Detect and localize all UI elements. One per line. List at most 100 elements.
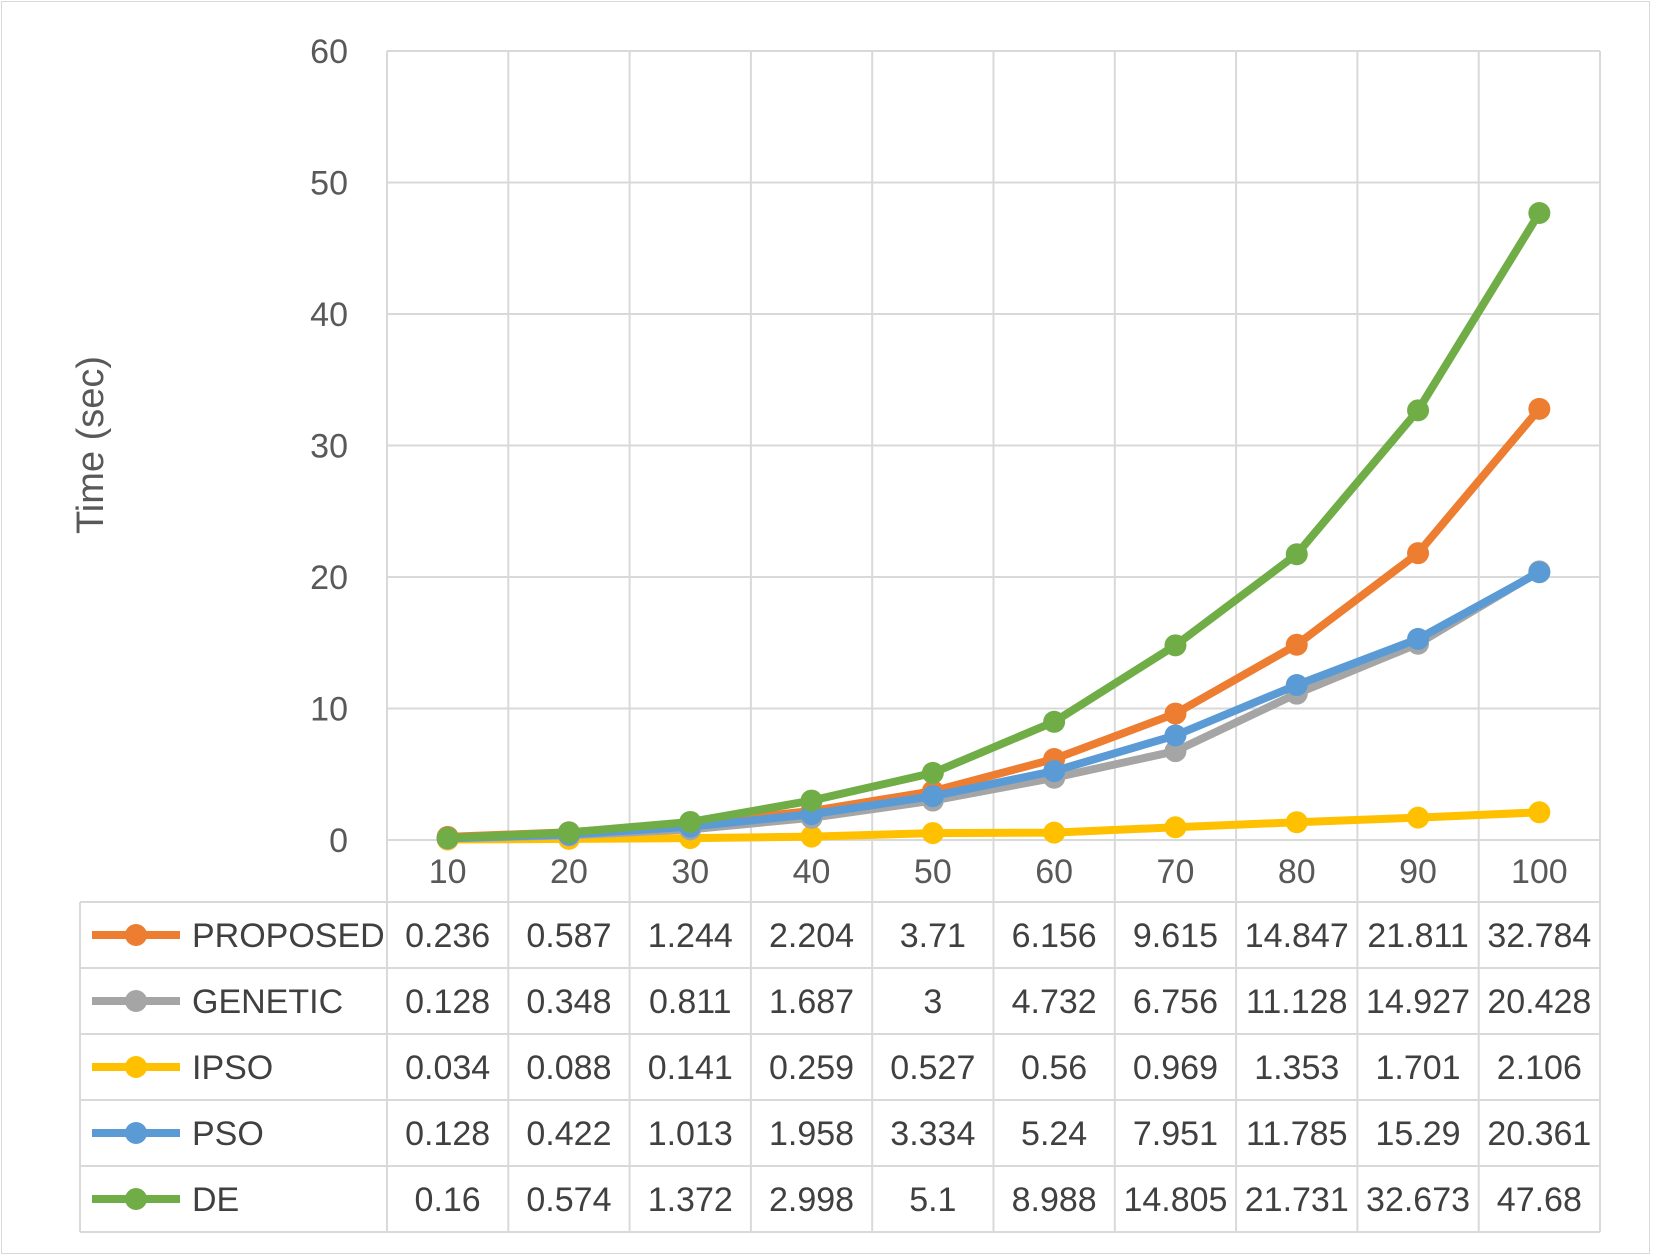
table-row-genetic: GENETIC 0.128 0.348 0.811 1.687 3 4.732 6.756 11… [92, 983, 1591, 1021]
data-table: PROPOSED 0.236 0.587 1.244 2.204 3.71 6.156 9.6… [79, 901, 1600, 1233]
data-point [1528, 202, 1551, 225]
data-label: 6.756 [1133, 983, 1218, 1021]
data-label: 0.034 [405, 1049, 490, 1087]
legend-key-marker [125, 1122, 147, 1144]
x-tick-label: 60 [1035, 853, 1073, 891]
x-tick-label: 70 [1157, 853, 1195, 891]
data-point [1285, 674, 1308, 697]
y-tick-label: 20 [310, 559, 348, 597]
series-de [436, 202, 1551, 849]
data-label: 0.969 [1133, 1049, 1218, 1087]
y-axis-label: Time (sec) [70, 356, 112, 534]
data-label: 1.372 [648, 1181, 733, 1219]
data-point [1043, 760, 1066, 783]
data-label: 7.951 [1133, 1115, 1218, 1153]
legend-series-name: PROPOSED [192, 917, 385, 955]
data-point [1164, 724, 1187, 747]
legend-key-marker [125, 990, 147, 1012]
data-label: 20.361 [1487, 1115, 1591, 1153]
data-point [1164, 816, 1187, 839]
data-label: 0.811 [649, 983, 732, 1021]
data-label: 0.348 [526, 983, 611, 1021]
data-label: 0.141 [648, 1049, 733, 1087]
series-lines [436, 202, 1551, 851]
data-label: 32.784 [1487, 917, 1591, 955]
y-tick-label: 30 [310, 428, 348, 466]
data-point [1528, 801, 1551, 824]
x-tick-label: 40 [793, 853, 831, 891]
series-line [447, 210, 1543, 842]
data-point [1407, 627, 1430, 650]
data-point [557, 821, 580, 844]
x-tick-label: 20 [550, 853, 588, 891]
data-label: 0.128 [405, 1115, 490, 1153]
table-row-pso: PSO 0.128 0.422 1.013 1.958 3.334 5.24 7.951 11.… [92, 1115, 1591, 1153]
data-point [1285, 633, 1308, 656]
data-label: 21.731 [1245, 1181, 1349, 1219]
data-point [1407, 399, 1430, 422]
data-label: 9.615 [1133, 917, 1218, 955]
data-label: 11.128 [1246, 983, 1347, 1021]
data-point [1407, 806, 1430, 829]
data-point [1528, 397, 1551, 420]
x-tick-label: 100 [1511, 853, 1568, 891]
legend-key-marker [125, 1188, 147, 1210]
table-row-ipso: IPSO 0.034 0.088 0.141 0.259 0.527 0.56 0.969 1.… [92, 1049, 1582, 1087]
data-label: 2.106 [1497, 1049, 1582, 1087]
data-label: 0.16 [415, 1181, 481, 1219]
data-point [1043, 821, 1066, 844]
data-label: 0.56 [1021, 1049, 1087, 1087]
data-point [800, 825, 823, 848]
data-label: 5.24 [1021, 1115, 1087, 1153]
y-axis-ticks: 0 10 20 30 40 50 60 [310, 33, 348, 860]
x-tick-label: 10 [429, 853, 467, 891]
data-label: 2.998 [769, 1181, 854, 1219]
y-tick-label: 10 [310, 691, 348, 729]
data-label: 14.805 [1123, 1181, 1227, 1219]
data-point [1043, 710, 1066, 733]
y-tick-label: 40 [310, 296, 348, 334]
data-label: 0.574 [526, 1181, 611, 1219]
legend-key-marker [125, 924, 147, 946]
data-label: 1.958 [769, 1115, 854, 1153]
data-label: 3.71 [900, 917, 966, 955]
data-label: 0.236 [405, 917, 490, 955]
data-label: 3 [923, 983, 942, 1021]
data-point [800, 789, 823, 812]
legend-series-name: PSO [192, 1115, 264, 1153]
legend-series-name: GENETIC [192, 983, 343, 1021]
x-axis-ticks: 10 20 30 40 50 60 70 80 90 100 [429, 853, 1568, 891]
data-label: 0.088 [526, 1049, 611, 1087]
data-label: 0.527 [890, 1049, 975, 1087]
y-tick-label: 0 [329, 822, 348, 860]
data-label: 20.428 [1487, 983, 1591, 1021]
data-label: 6.156 [1012, 917, 1097, 955]
x-tick-label: 90 [1399, 853, 1437, 891]
data-label: 4.732 [1012, 983, 1097, 1021]
data-label: 1.244 [648, 917, 733, 955]
data-label: 3.334 [890, 1115, 975, 1153]
data-point [1164, 634, 1187, 657]
data-label: 8.988 [1012, 1181, 1097, 1219]
series-line [447, 808, 1540, 844]
x-tick-label: 30 [671, 853, 709, 891]
data-point [679, 810, 702, 833]
data-point [921, 785, 944, 808]
data-point [921, 822, 944, 845]
data-label: 0.587 [526, 917, 611, 955]
data-label: 0.422 [526, 1115, 611, 1153]
data-label: 14.847 [1245, 917, 1349, 955]
x-tick-label: 80 [1278, 853, 1316, 891]
data-label: 14.927 [1366, 983, 1470, 1021]
data-point [921, 761, 944, 784]
table-row-proposed: PROPOSED 0.236 0.587 1.244 2.204 3.71 6.156 9.6… [92, 917, 1591, 955]
data-point [1407, 542, 1430, 565]
data-point [1164, 702, 1187, 725]
legend-series-name: DE [192, 1181, 239, 1219]
data-label: 0.128 [405, 983, 490, 1021]
data-label: 0.259 [769, 1049, 854, 1087]
data-point [436, 826, 459, 849]
table-row-de: DE 0.16 0.574 1.372 2.998 5.1 8.988 14.805 21.73… [92, 1181, 1582, 1219]
